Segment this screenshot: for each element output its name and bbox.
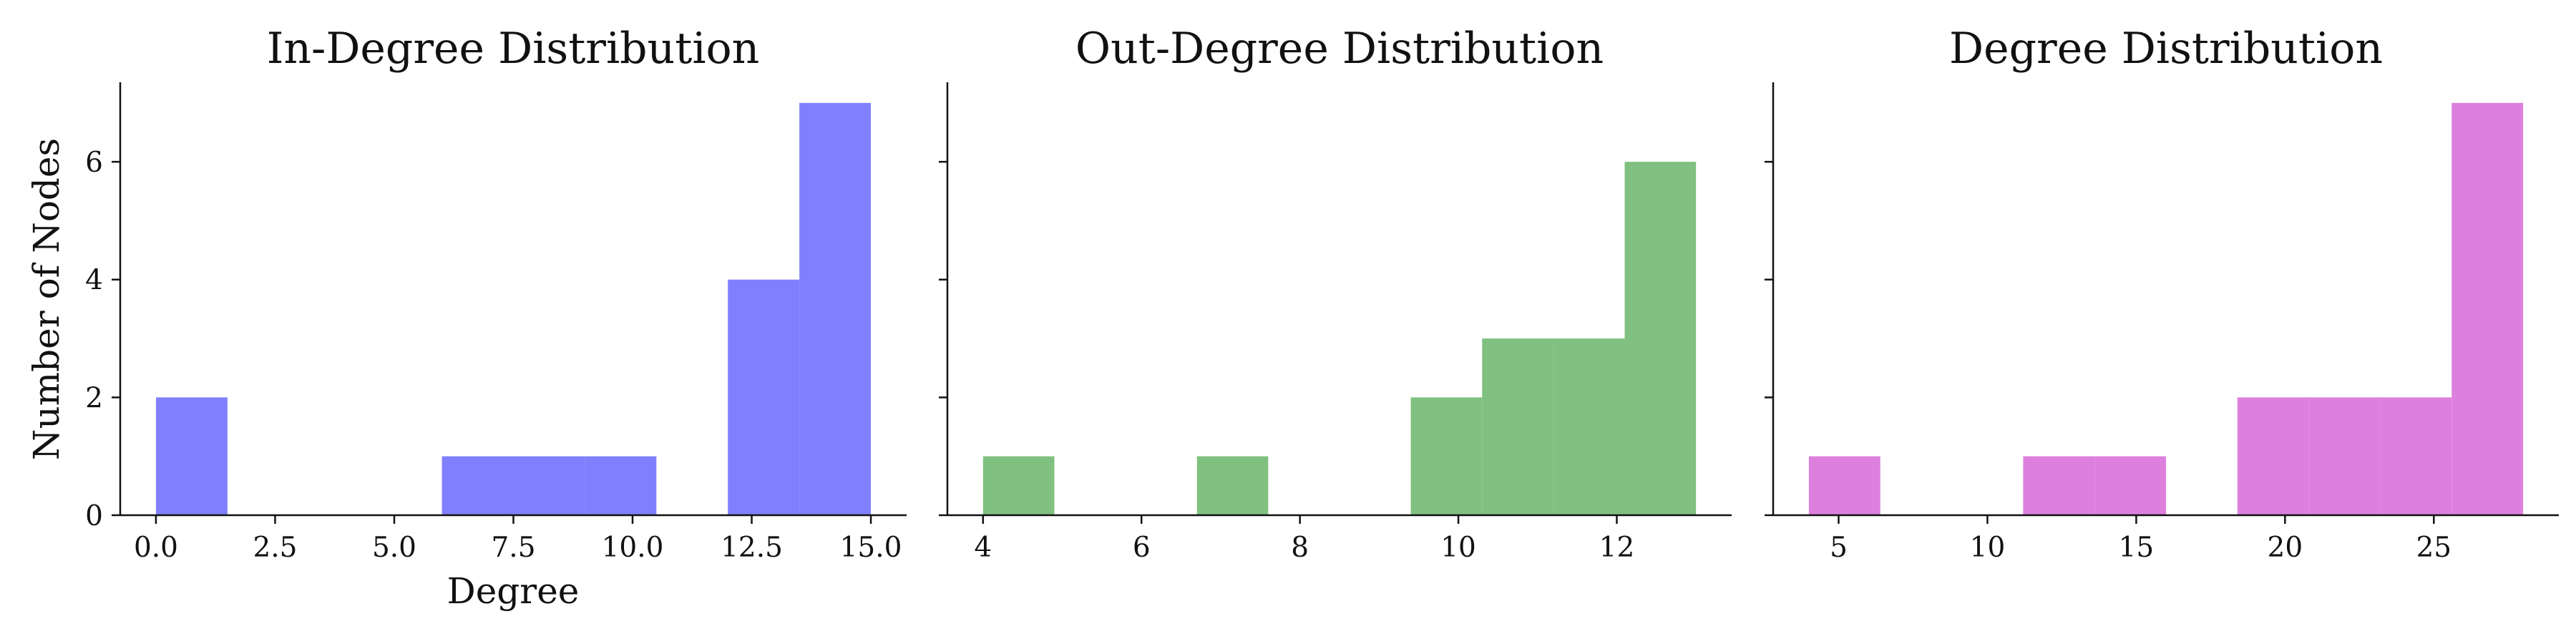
x-tick-label: 6: [1133, 532, 1151, 564]
bar-group: [982, 162, 1697, 516]
y-tick-label: 0: [85, 500, 103, 532]
histogram-bar: [1410, 397, 1483, 515]
panel-total-degree: Degree Distribution 5 10 15 20 25: [1765, 24, 2559, 564]
x-tick-label: 0.0: [134, 532, 178, 564]
histogram-bar: [155, 397, 228, 515]
x-axis-label: Degree: [447, 570, 580, 612]
histogram-bar: [1482, 338, 1553, 515]
x-tick-label: 5: [1830, 532, 1848, 564]
x-tick-group: 0.0 2.5 5.0 7.5 10.0 12.5 15.0: [134, 515, 902, 564]
x-tick-label: 10.0: [602, 532, 664, 564]
histogram-bar: [513, 456, 585, 515]
x-tick-label: 8: [1291, 532, 1309, 564]
y-tick-label: 2: [85, 382, 103, 414]
y-tick-label: 4: [85, 265, 103, 297]
histogram-bar: [2308, 397, 2381, 515]
x-tick-label: 2.5: [253, 532, 297, 564]
x-tick-label: 20: [2268, 532, 2303, 564]
x-tick-label: 15.0: [840, 532, 902, 564]
x-tick-label: 25: [2416, 532, 2451, 564]
histogram-bar: [728, 279, 800, 515]
x-tick-label: 12.5: [721, 532, 783, 564]
panel-out-degree: Out-Degree Distribution 4 6 8 10 12: [939, 24, 1732, 564]
y-axis-label: Number of Nodes: [26, 138, 67, 460]
histogram-bar: [1196, 456, 1269, 515]
histogram-bar: [2094, 456, 2166, 515]
x-tick-label: 15: [2119, 532, 2155, 564]
chart-title: In-Degree Distribution: [267, 24, 760, 74]
x-tick-label: 12: [1599, 532, 1635, 564]
histogram-bar: [1553, 338, 1625, 515]
histogram-bar: [2451, 102, 2524, 516]
y-tick-group: 0 2 4 6: [85, 147, 120, 532]
histogram-bar: [982, 456, 1055, 515]
x-tick-label: 10: [1440, 532, 1476, 564]
histogram-bar: [441, 456, 514, 515]
histogram-bar: [2237, 397, 2309, 515]
histogram-bar: [585, 456, 657, 515]
x-tick-label: 10: [1970, 532, 2006, 564]
bar-group: [155, 102, 872, 516]
x-tick-label: 4: [974, 532, 992, 564]
bar-group: [1808, 102, 2524, 516]
histogram-bar: [2380, 397, 2452, 515]
x-tick-label: 5.0: [372, 532, 416, 564]
y-tick-group: [939, 160, 947, 517]
panel-in-degree: In-Degree Distribution 0.0 2.5 5.0 7.5 10.0 1…: [26, 24, 907, 612]
chart-title: Out-Degree Distribution: [1075, 24, 1604, 74]
histogram-bar: [799, 102, 872, 516]
histogram-bar: [1808, 456, 1880, 515]
x-tick-group: 4 6 8 10 12: [974, 515, 1634, 564]
histogram-bar: [2023, 456, 2095, 515]
histogram-bar: [1624, 162, 1697, 516]
chart-title: Degree Distribution: [1949, 24, 2383, 74]
x-tick-label: 7.5: [491, 532, 535, 564]
y-tick-label: 6: [85, 147, 103, 179]
y-tick-group: [1765, 160, 1773, 517]
x-tick-group: 5 10 15 20 25: [1830, 515, 2451, 564]
